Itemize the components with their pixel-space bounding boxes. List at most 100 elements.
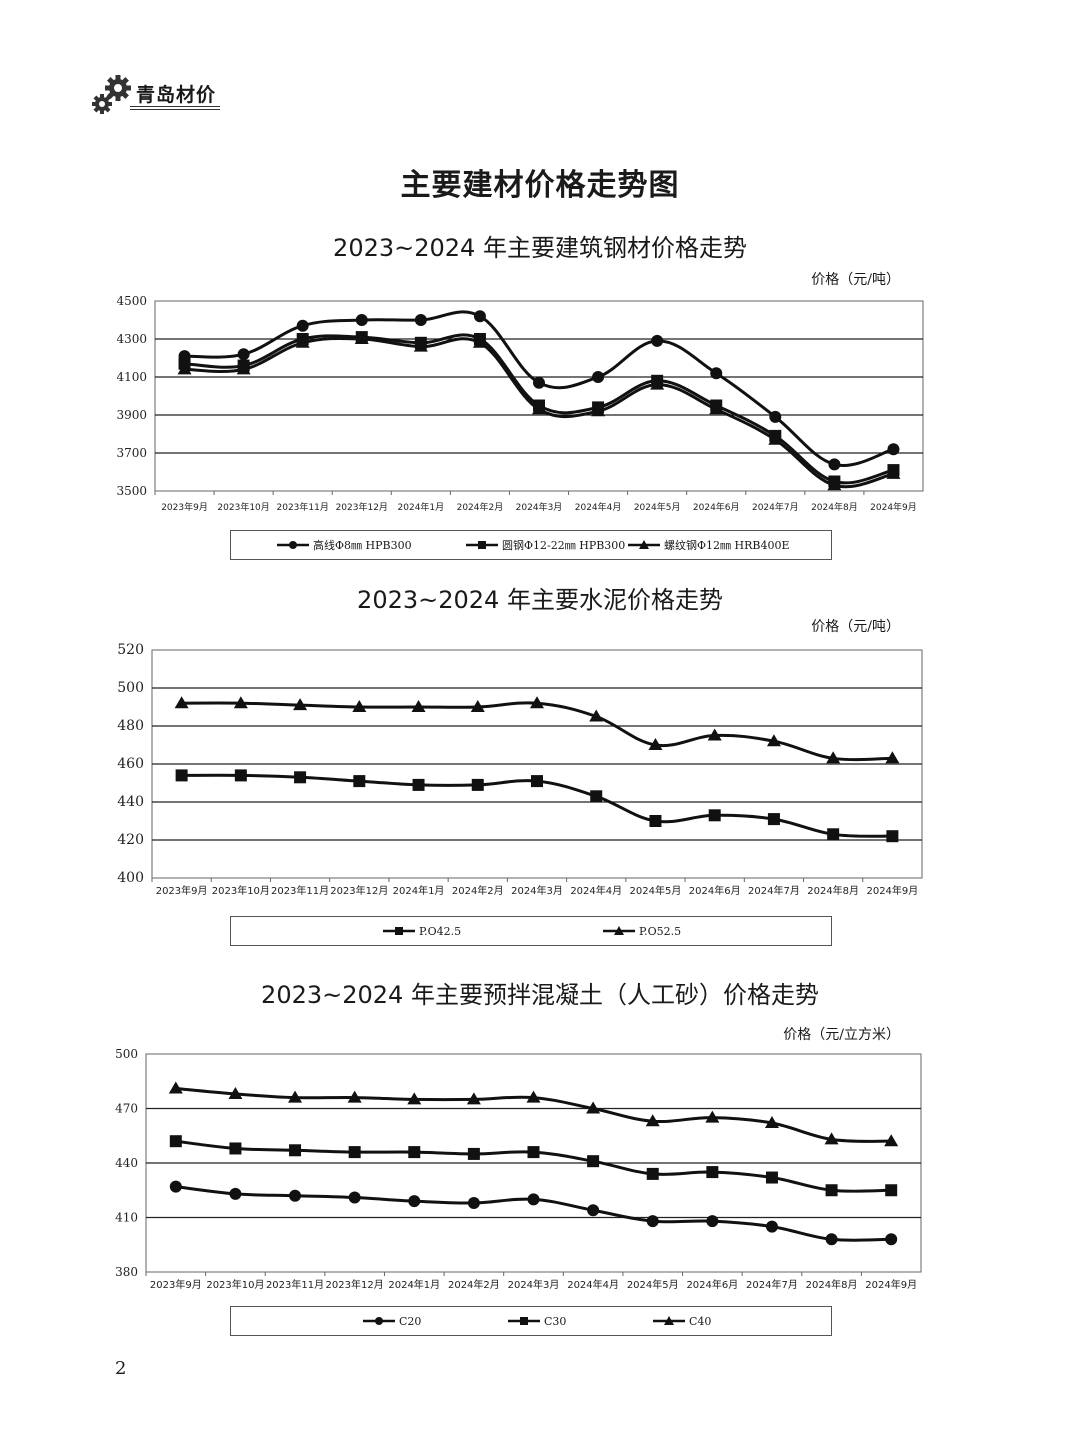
data-point [348, 1191, 361, 1204]
data-point [587, 1204, 600, 1217]
data-point [414, 314, 427, 326]
data-point [467, 1196, 480, 1209]
data-point [177, 362, 192, 375]
data-point [472, 335, 487, 348]
y-tick-label: 3700 [116, 446, 147, 460]
steel-price-chart: 3500 3700 3900 4100 4300 4500 2023年9月 2023年10月 2… [116, 294, 924, 513]
data-point [527, 1193, 540, 1206]
x-tick-label: 2024年3月 [516, 501, 563, 513]
y-tick-label: 4100 [116, 370, 147, 384]
logo-rule [130, 109, 220, 110]
x-tick-label: 2024年1月 [398, 501, 445, 513]
data-point [885, 751, 900, 764]
x-tick-label: 2024年6月 [686, 1278, 738, 1291]
data-point [169, 1135, 182, 1148]
data-point [289, 1144, 302, 1157]
data-point [466, 1092, 481, 1105]
data-point [884, 1134, 899, 1147]
legend-label: C30 [544, 1314, 567, 1328]
data-point [293, 698, 308, 711]
data-point [886, 830, 899, 843]
y-tick-label: 440 [115, 1156, 138, 1170]
x-tick-label: 2024年8月 [807, 884, 859, 897]
data-point [411, 700, 426, 712]
x-tick-label: 2024年1月 [393, 884, 445, 897]
chart-title-steel: 2023~2024 年主要建筑钢材价格走势 [333, 234, 747, 262]
legend-item: P.O42.5 [381, 917, 461, 945]
x-tick-label: 2024年2月 [457, 501, 504, 513]
data-point [353, 775, 366, 788]
data-point [471, 778, 484, 791]
x-tick-label: 2023年12月 [336, 501, 388, 513]
y-unit-concrete: 价格（元/立方米） [783, 1027, 900, 1043]
data-point [825, 1184, 838, 1197]
y-tick-label: 470 [115, 1102, 138, 1116]
y-tick-label: 4300 [116, 332, 147, 346]
data-point [354, 332, 369, 344]
data-point [708, 809, 721, 822]
data-point [769, 410, 782, 423]
y-tick-label: 460 [117, 756, 144, 772]
x-tick-label: 2023年10月 [217, 501, 269, 513]
legend-cement: P.O42.5 P.O52.5 [230, 916, 832, 946]
y-unit-steel: 价格（元/吨） [811, 272, 900, 288]
data-point [355, 314, 368, 326]
legend-label: 螺纹钢Φ12㎜ HRB400E [664, 539, 790, 552]
x-tick-label: 2024年4月 [570, 884, 622, 897]
y-tick-label: 440 [117, 794, 144, 810]
legend-item: C40 [651, 1307, 711, 1335]
data-point [347, 1090, 362, 1103]
data-point [885, 1233, 898, 1246]
x-tick-label: 2023年12月 [326, 1278, 384, 1291]
data-point [348, 1146, 361, 1159]
data-point [174, 696, 189, 709]
data-point [587, 1155, 600, 1168]
data-point [532, 402, 546, 415]
data-point [590, 790, 603, 803]
legend-marker-square [466, 541, 498, 549]
data-point [289, 1189, 302, 1202]
x-tick-label: 2024年9月 [870, 501, 917, 513]
data-point [526, 1090, 541, 1103]
y-tick-label: 4500 [116, 294, 147, 308]
y-tick-label: 3500 [116, 484, 147, 498]
data-point [705, 1110, 720, 1123]
data-point [645, 1114, 660, 1127]
legend-item: P.O52.5 [601, 917, 681, 945]
legend-label: C20 [399, 1314, 422, 1328]
data-point [586, 1101, 601, 1114]
data-point [827, 828, 840, 841]
data-point [467, 1147, 480, 1160]
x-tick-label: 2024年5月 [634, 501, 681, 513]
x-tick-label: 2024年9月 [866, 884, 918, 897]
legend-label: 圆钢Φ12-22㎜ HPB300 [502, 539, 626, 552]
x-tick-label: 2024年7月 [752, 501, 799, 513]
data-point [764, 1116, 779, 1129]
chart-title-cement: 2023~2024 年主要水泥价格走势 [357, 586, 723, 614]
x-tick-label: 2023年11月 [277, 501, 329, 513]
data-point [408, 1146, 421, 1159]
legend-item: C20 [361, 1307, 421, 1335]
x-tick-label: 2023年10月 [206, 1278, 264, 1291]
data-point [710, 367, 723, 380]
x-tick-label: 2024年1月 [388, 1278, 440, 1291]
data-point [765, 1220, 778, 1233]
data-point [709, 402, 724, 415]
x-tick-label: 2024年4月 [567, 1278, 619, 1291]
data-point [413, 339, 428, 352]
y-tick-label: 420 [117, 832, 144, 848]
data-point [407, 1092, 422, 1105]
data-point [592, 371, 605, 383]
data-point [589, 709, 604, 722]
data-point [828, 458, 841, 471]
x-tick-label: 2024年7月 [748, 884, 800, 897]
x-tick-label: 2024年5月 [630, 884, 682, 897]
data-point [288, 1090, 303, 1103]
plot-area [154, 300, 924, 492]
x-tick-label: 2023年9月 [150, 1278, 202, 1291]
data-point [827, 478, 842, 491]
logo-rule [130, 106, 220, 107]
legend-marker-square [508, 1317, 540, 1325]
